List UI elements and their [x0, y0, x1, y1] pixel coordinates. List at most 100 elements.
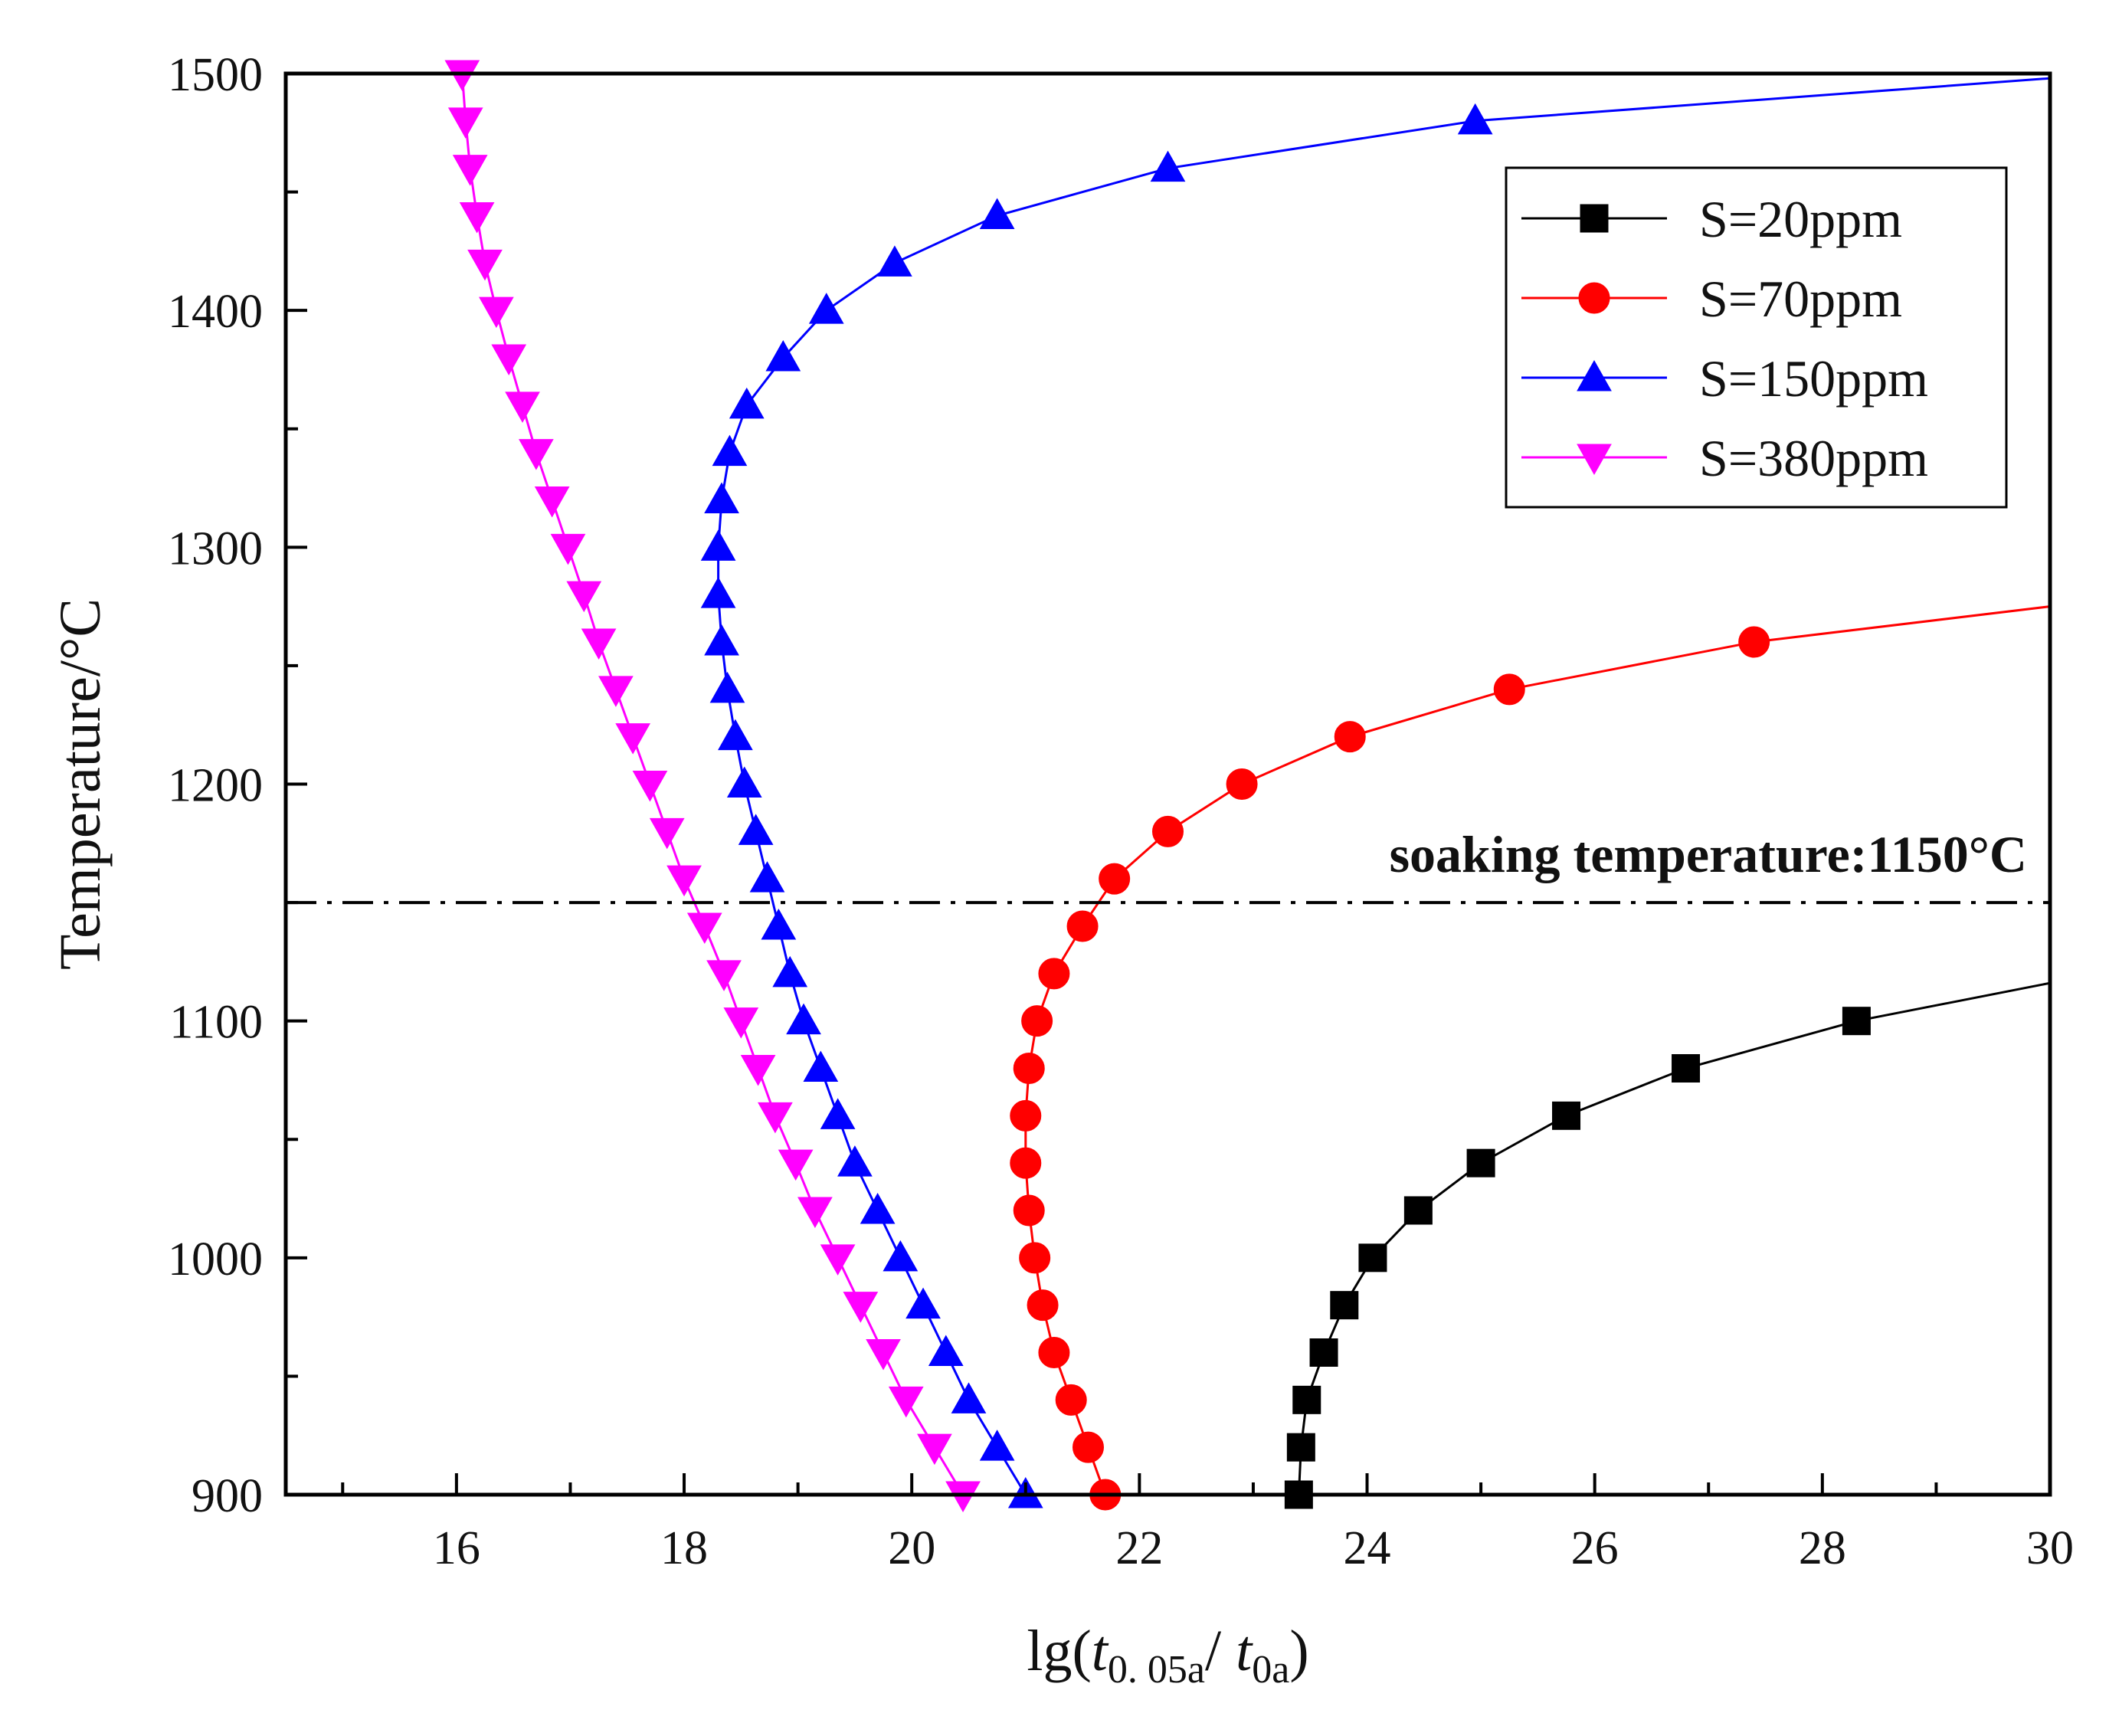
x-axis-title-t1: t [1092, 1619, 1109, 1683]
data-point-triangle-down [866, 1339, 901, 1371]
data-point-triangle-up [709, 671, 745, 703]
data-point-circle [1226, 768, 1258, 800]
y-tick-label: 1500 [168, 49, 263, 101]
data-point-triangle-up [712, 434, 748, 467]
data-point-triangle-down [452, 155, 488, 186]
data-point-circle [1072, 1431, 1104, 1463]
data-point-triangle-up [700, 577, 736, 608]
data-point-triangle-up [718, 719, 753, 751]
data-point-triangle-up [1150, 150, 1186, 182]
data-point-triangle-down [820, 1244, 856, 1276]
data-point-triangle-up [1457, 103, 1493, 135]
data-point-triangle-up [979, 198, 1015, 229]
data-point-triangle-up [786, 1003, 821, 1035]
axis-tick-labels: 16 18 20 22 24 26 28 30 900 1000 1100 1200 1300 1400 1… [168, 49, 2074, 1574]
data-point-triangle-up [820, 1098, 856, 1129]
data-point-square [1403, 1196, 1433, 1225]
data-point-triangle-up [704, 624, 739, 656]
data-point-triangle-up [729, 387, 765, 419]
legend-label: S=70ppm [1699, 270, 1902, 328]
x-axis-title-prefix: lg( [1027, 1619, 1091, 1683]
data-point-triangle-down [706, 960, 742, 991]
data-point-square [1358, 1243, 1387, 1273]
y-tick-label: 1200 [168, 760, 263, 812]
data-point-triangle-up [772, 955, 808, 988]
data-point-circle [1738, 626, 1770, 658]
data-point-triangle-up [808, 293, 844, 324]
data-point-triangle-up [803, 1050, 839, 1082]
x-tick-label: 30 [2026, 1522, 2074, 1574]
data-point-triangle-down [550, 533, 586, 565]
x-axis-title-t1-subscript: 0. 05a [1108, 1648, 1205, 1692]
data-point-triangle-down [491, 344, 527, 376]
x-axis-title-suffix: ) [1289, 1619, 1308, 1683]
data-point-triangle-down [778, 1149, 814, 1181]
data-point-triangle-down [534, 486, 570, 518]
legend: S=20ppm S=70ppm S=150ppm S=380ppm [1505, 166, 2008, 509]
data-point-triangle-down [740, 1055, 776, 1086]
data-point-triangle-down [723, 1007, 759, 1039]
data-point-triangle-down [843, 1292, 879, 1323]
legend-label: S=20ppm [1699, 190, 1902, 248]
data-point-triangle-down [615, 723, 651, 755]
data-point-circle [1013, 1053, 1045, 1084]
y-tick-label: 1100 [169, 997, 263, 1049]
x-tick-label: 26 [1571, 1522, 1619, 1574]
y-tick-label: 1300 [168, 522, 263, 575]
data-point-circle [1010, 1099, 1042, 1132]
data-point-square [1672, 1054, 1701, 1083]
data-point-triangle-down [632, 771, 668, 802]
data-point-circle [1027, 1289, 1059, 1322]
legend-marker-triangle-down [1577, 444, 1612, 476]
data-point-square [1466, 1148, 1495, 1178]
data-point-triangle-up [951, 1382, 987, 1413]
data-point-triangle-down [505, 391, 540, 423]
data-point-triangle-down [479, 296, 514, 329]
data-point-triangle-up [905, 1287, 941, 1319]
data-point-triangle-up [860, 1192, 896, 1224]
data-point-circle [1021, 1005, 1053, 1037]
data-point-circle [1334, 721, 1366, 753]
data-point-triangle-down [649, 817, 685, 850]
data-point-circle [1013, 1194, 1045, 1227]
data-point-triangle-down [598, 676, 634, 707]
data-point-triangle-up [979, 1430, 1015, 1461]
axis-ticks [286, 72, 2052, 1495]
data-point-triangle-up [837, 1145, 873, 1177]
x-tick-label: 24 [1344, 1522, 1391, 1574]
data-point-circle [1010, 1147, 1042, 1179]
data-point-triangle-up [738, 814, 774, 845]
data-point-square [1330, 1291, 1359, 1320]
x-tick-label: 16 [433, 1522, 480, 1574]
data-point-triangle-up [704, 482, 739, 513]
x-axis-title-t2-subscript: 0a [1252, 1648, 1289, 1692]
data-point-circle [1038, 958, 1070, 990]
data-point-circle [1066, 910, 1099, 942]
data-point-triangle-up [877, 245, 912, 277]
data-point-triangle-up [928, 1335, 964, 1366]
legend-label: S=150ppm [1699, 349, 1928, 408]
data-point-circle [1019, 1242, 1051, 1274]
data-point-triangle-up [700, 529, 736, 561]
data-point-triangle-up [761, 908, 797, 940]
data-point-triangle-down [666, 865, 702, 897]
data-point-triangle-down [566, 581, 602, 613]
data-point-triangle-down [447, 107, 483, 139]
legend-marker-circle [1578, 282, 1610, 314]
data-point-triangle-down [686, 912, 722, 945]
data-point-square [1309, 1338, 1338, 1367]
x-tick-label: 22 [1115, 1522, 1163, 1574]
y-tick-label: 900 [192, 1470, 263, 1522]
data-point-triangle-down [467, 249, 503, 281]
data-point-triangle-down [917, 1433, 952, 1466]
data-point-triangle-down [459, 202, 495, 234]
legend-marker-triangle-up [1577, 359, 1612, 391]
data-point-triangle-up [765, 339, 801, 372]
x-tick-label: 18 [660, 1522, 708, 1574]
data-point-circle [1493, 673, 1525, 706]
soaking-temperature-label: soaking temperature:1150°C [1390, 825, 2027, 883]
x-tick-label: 20 [888, 1522, 935, 1574]
series-markers [444, 60, 1871, 1513]
data-point-circle [1099, 863, 1131, 895]
x-tick-label: 28 [1799, 1522, 1846, 1574]
